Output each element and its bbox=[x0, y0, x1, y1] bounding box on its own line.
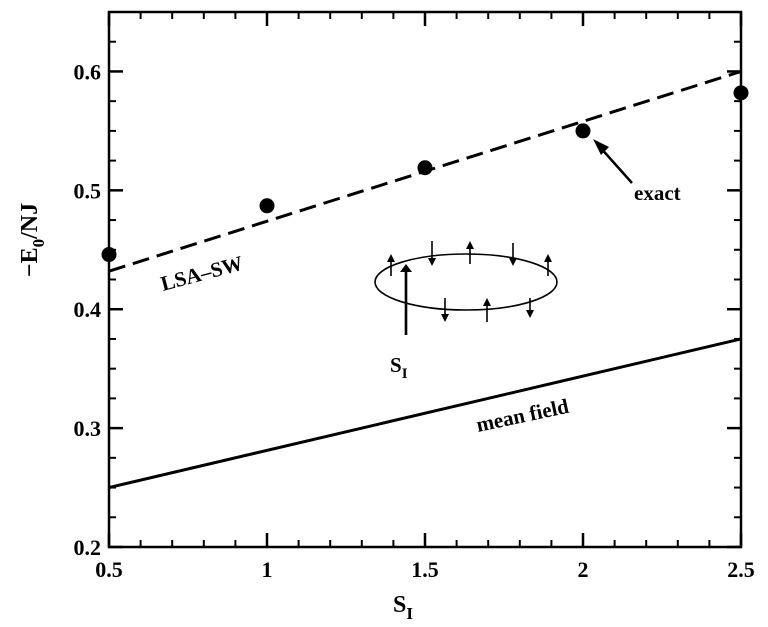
x-axis-label: SI bbox=[393, 592, 413, 623]
spin-arrowhead-icon bbox=[428, 258, 436, 266]
spin-ring-inset: SI bbox=[374, 241, 558, 382]
y-tick-label: 0.5 bbox=[74, 178, 102, 203]
spin-arrowhead-icon bbox=[509, 258, 517, 266]
spin-arrows bbox=[387, 241, 552, 335]
tick-labels: 0.5 1 1.5 2 2.5 0.2 0.3 0.4 0.5 0.6 bbox=[74, 59, 755, 582]
spin-impurity-label: SI bbox=[390, 353, 408, 382]
x-tick-label: 2.5 bbox=[727, 557, 755, 582]
exact-data-point bbox=[575, 123, 591, 139]
spin-arrowhead-icon bbox=[526, 310, 534, 318]
spin-arrowhead-icon bbox=[387, 254, 395, 262]
spin-arrowhead-icon bbox=[544, 254, 552, 262]
plot-frame bbox=[107, 10, 743, 549]
y-axis-label: −E0/NJ bbox=[17, 203, 48, 277]
x-tick-label: 2 bbox=[578, 557, 589, 582]
annotation-lsa-sw: LSA–SW bbox=[158, 251, 245, 296]
spin-arrowhead-icon bbox=[400, 264, 412, 272]
x-tick-label: 1.5 bbox=[411, 557, 439, 582]
arrowhead-exact-icon bbox=[593, 139, 609, 155]
spin-arrowhead-icon bbox=[466, 241, 474, 249]
y-tick-label: 0.6 bbox=[74, 59, 102, 84]
arrow-exact bbox=[598, 145, 633, 184]
x-tick-label: 1 bbox=[262, 557, 273, 582]
annotation-mean-field: mean field bbox=[474, 394, 571, 437]
y-tick-label: 0.4 bbox=[74, 297, 102, 322]
series-layer bbox=[101, 70, 749, 490]
spin-ring-ellipse bbox=[374, 253, 558, 311]
y-tick-label: 0.3 bbox=[74, 416, 102, 441]
spin-arrowhead-icon bbox=[483, 298, 491, 306]
annotation-exact: exact bbox=[634, 181, 681, 205]
y-tick-label: 0.2 bbox=[74, 535, 102, 560]
mean-field-line bbox=[108, 337, 742, 490]
spin-arrowhead-icon bbox=[441, 314, 449, 322]
exact-data-point bbox=[259, 198, 275, 214]
x-tick-label: 0.5 bbox=[95, 557, 123, 582]
lsa-sw-line bbox=[108, 70, 742, 273]
